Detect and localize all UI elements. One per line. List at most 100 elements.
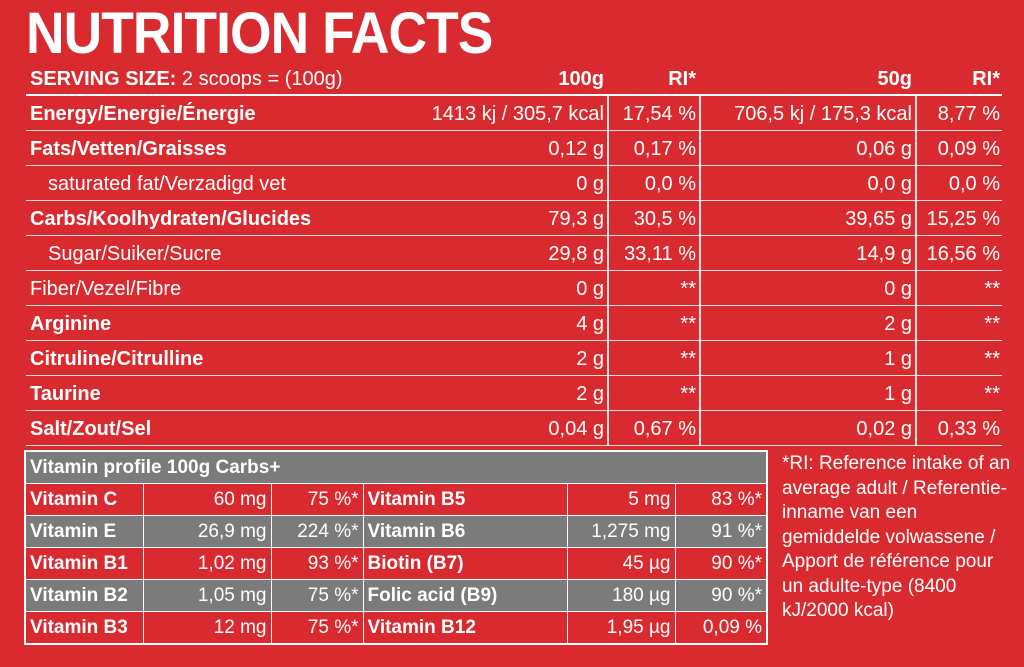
ri-100g: 33,11 % — [624, 243, 696, 265]
vitamin-ri: 75 %* — [270, 579, 364, 612]
value-100g: 0 g — [576, 173, 604, 195]
value-100g: 1413 kj / 305,7 kcal — [431, 103, 604, 125]
vitamin-amount: 1,02 mg — [142, 547, 272, 580]
table-row: Citruline/Citrulline 2 g ** 1 g ** — [26, 341, 1002, 376]
ri-100g: ** — [680, 348, 696, 370]
vitamin-ri: 90 %* — [674, 579, 768, 612]
column-divider — [915, 96, 917, 446]
vitamin-amount: 5 mg — [566, 483, 676, 516]
nutrient-label: Carbs/Koolhydraten/Glucides — [30, 208, 312, 230]
nutrient-label: Arginine — [30, 313, 112, 335]
table-header: SERVING SIZE: 2 scoops = (100g) 100g RI*… — [26, 66, 1002, 96]
nutrient-label: Salt/Zout/Sel — [30, 418, 152, 440]
vitamin-amount: 1,05 mg — [142, 579, 272, 612]
ri-100g: 0,17 % — [633, 138, 696, 160]
ri-50g: 0,33 % — [937, 418, 1000, 440]
vitamin-amount: 60 mg — [142, 483, 272, 516]
ri-50g: 16,56 % — [926, 243, 1000, 265]
vitamin-name: Vitamin B3 — [24, 611, 144, 645]
vitamin-ri: 91 %* — [674, 515, 768, 548]
vitamin-amount: 12 mg — [142, 611, 272, 645]
value-100g: 0 g — [576, 278, 604, 300]
vitamin-ri: 90 %* — [674, 547, 768, 580]
value-100g: 4 g — [576, 313, 604, 335]
vitamin-amount: 1,275 mg — [566, 515, 676, 548]
value-50g: 0 g — [884, 278, 912, 300]
nutrition-table: Energy/Energie/Énergie 1413 kj / 305,7 kc… — [26, 96, 1002, 446]
ri-100g: ** — [680, 278, 696, 300]
table-row: Carbs/Koolhydraten/Glucides 79,3 g 30,5 % 3… — [26, 201, 1002, 236]
vitamin-name: Biotin (B7) — [362, 547, 568, 580]
vitamin-table-title: Vitamin profile 100g Carbs+ — [24, 450, 768, 484]
value-50g: 706,5 kj / 175,3 kcal — [734, 103, 912, 125]
nutrient-label: Fats/Vetten/Graisses — [30, 138, 227, 160]
table-row: saturated fat/Verzadigd vet 0 g 0,0 % 0,0 g… — [26, 166, 1002, 201]
vitamin-name: Vitamin C — [24, 483, 144, 516]
vitamin-amount: 26,9 mg — [142, 515, 272, 548]
column-divider — [607, 96, 609, 446]
vitamin-ri: 75 %* — [270, 483, 364, 516]
vitamin-ri: 75 %* — [270, 611, 364, 645]
vitamin-name: Vitamin B12 — [362, 611, 568, 645]
value-100g: 0,04 g — [548, 418, 604, 440]
ri-50g: 8,77 % — [937, 103, 1000, 125]
table-row: Sugar/Suiker/Sucre 29,8 g 33,11 % 14,9 g 16,… — [26, 236, 1002, 271]
table-row: Energy/Energie/Énergie 1413 kj / 305,7 kc… — [26, 96, 1002, 131]
vitamin-name: Vitamin E — [24, 515, 144, 548]
vitamin-ri: 93 %* — [270, 547, 364, 580]
vitamin-amount: 1,95 µg — [566, 611, 676, 645]
vitamin-name: Folic acid (B9) — [362, 579, 568, 612]
vitamin-table: Vitamin profile 100g Carbs+ Vitamin C 60 … — [24, 450, 768, 645]
ri-50g: ** — [984, 348, 1000, 370]
table-row: Arginine 4 g ** 2 g ** — [26, 306, 1002, 341]
nutrient-label: Fiber/Vezel/Fibre — [30, 278, 182, 300]
value-100g: 2 g — [576, 383, 604, 405]
ri-100g: ** — [680, 313, 696, 335]
col-ri100-header: RI* — [668, 68, 696, 90]
vitamin-amount: 45 µg — [566, 547, 676, 580]
nutrient-label: Citruline/Citrulline — [30, 348, 204, 370]
ri-50g: ** — [984, 278, 1000, 300]
value-100g: 79,3 g — [548, 208, 604, 230]
vitamin-amount: 180 µg — [566, 579, 676, 612]
value-50g: 0,06 g — [856, 138, 912, 160]
vitamin-name: Vitamin B6 — [362, 515, 568, 548]
value-50g: 39,65 g — [845, 208, 912, 230]
ri-100g: ** — [680, 383, 696, 405]
ri-100g: 0,0 % — [644, 173, 696, 195]
ri-50g: 15,25 % — [926, 208, 1000, 230]
table-row: Salt/Zout/Sel 0,04 g 0,67 % 0,02 g 0,33 % — [26, 411, 1002, 446]
value-50g: 0,0 g — [867, 173, 912, 195]
value-50g: 1 g — [884, 383, 912, 405]
column-divider — [699, 96, 701, 446]
vitamin-row: Vitamin E 26,9 mg 224 %* Vitamin B6 1,275 mg… — [24, 515, 768, 548]
vitamin-name: Vitamin B1 — [24, 547, 144, 580]
col-100g-header: 100g — [558, 68, 604, 90]
vitamin-row: Vitamin B2 1,05 mg 75 %* Folic acid (B9) 180… — [24, 579, 768, 612]
vitamin-row: Vitamin B3 12 mg 75 %* Vitamin B12 1,95 µg 0,… — [24, 611, 768, 645]
col-50g-header: 50g — [877, 68, 912, 90]
ri-50g: ** — [984, 383, 1000, 405]
value-100g: 0,12 g — [548, 138, 604, 160]
page-title: NUTRITION FACTS — [26, 1, 493, 66]
value-50g: 0,02 g — [856, 418, 912, 440]
table-row: Fiber/Vezel/Fibre 0 g ** 0 g ** — [26, 271, 1002, 306]
table-row: Fats/Vetten/Graisses 0,12 g 0,17 % 0,06 g 0,… — [26, 131, 1002, 166]
ri-100g: 0,67 % — [633, 418, 696, 440]
nutrient-label: Energy/Energie/Énergie — [30, 103, 256, 125]
value-50g: 1 g — [884, 348, 912, 370]
serving-value: 2 scoops = (100g) — [176, 68, 343, 90]
col-ri50-header: RI* — [972, 68, 1000, 90]
vitamin-name: Vitamin B5 — [362, 483, 568, 516]
vitamin-ri: 83 %* — [674, 483, 768, 516]
vitamin-row: Vitamin C 60 mg 75 %* Vitamin B5 5 mg 83 %* — [24, 483, 768, 516]
value-50g: 2 g — [884, 313, 912, 335]
nutrient-label: Sugar/Suiker/Sucre — [48, 243, 222, 265]
nutrient-label: Taurine — [30, 383, 101, 405]
serving-label: SERVING SIZE: — [30, 68, 177, 90]
nutrient-label: saturated fat/Verzadigd vet — [48, 173, 286, 195]
ri-100g: 30,5 % — [633, 208, 696, 230]
vitamin-name: Vitamin B2 — [24, 579, 144, 612]
vitamin-ri: 224 %* — [270, 515, 364, 548]
value-100g: 2 g — [576, 348, 604, 370]
